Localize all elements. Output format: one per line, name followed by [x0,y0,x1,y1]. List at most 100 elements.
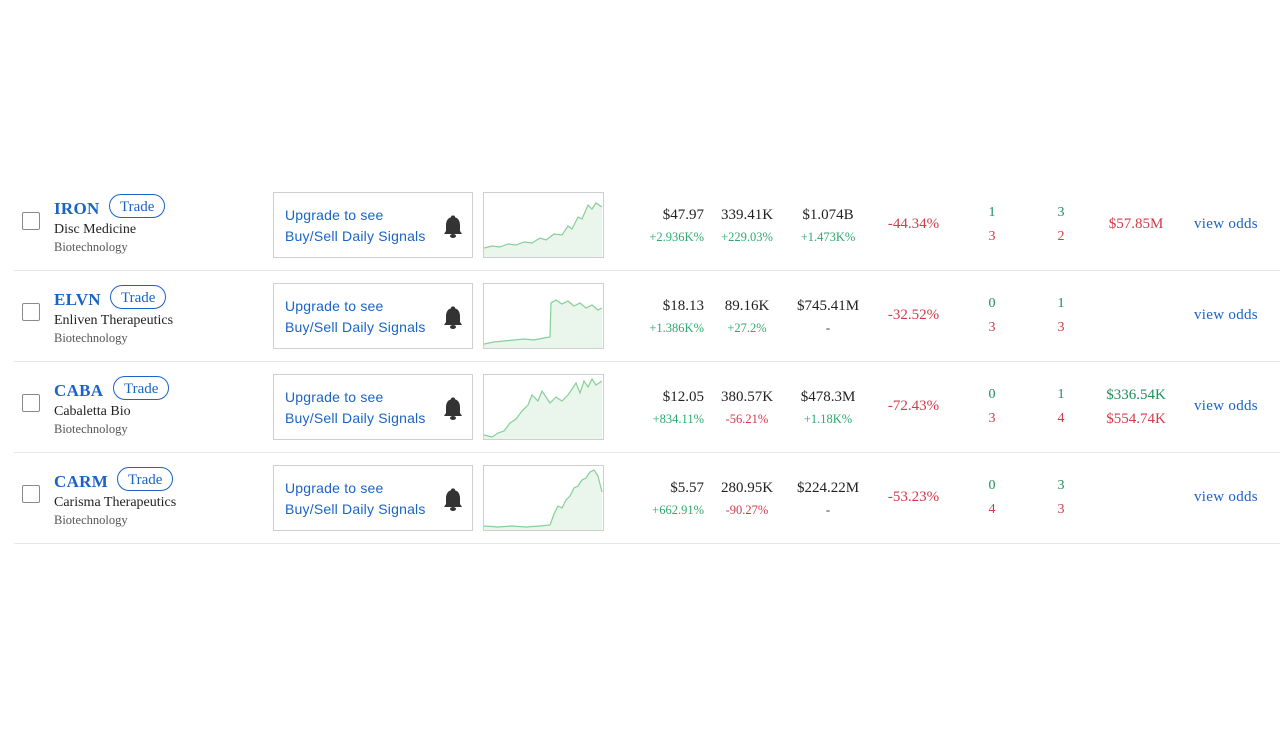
trade-button[interactable]: Trade [117,467,174,491]
price-change: +1.386K% [649,321,704,335]
sparkline-area [484,379,602,439]
sparkline-area [484,203,602,257]
amount-bottom: $554.74K [1106,411,1166,427]
row-checkbox[interactable] [22,485,40,503]
price-value: $5.57 [670,480,704,496]
volume-value: 280.95K [720,480,774,496]
price-change: +662.91% [652,503,704,517]
sector-label: Biotechnology [54,331,128,345]
signals-text: Buy/Sell Daily Signals [285,410,426,426]
count-1-positive: 0 [988,387,996,402]
sector-label: Biotechnology [54,513,128,527]
sparkline-chart [484,299,603,348]
bell-icon[interactable] [442,397,464,421]
amount-single: $57.85M [1108,216,1164,232]
market-cap-change: - [825,321,831,335]
ticker-link[interactable]: IRON [54,199,100,218]
market-cap-value: $224.22M [796,480,860,496]
ticker-link[interactable]: CARM [54,472,109,491]
market-cap-value: $1.074B [802,207,854,223]
company-name: Enliven Therapeutics [54,313,174,328]
count-2-positive: 1 [1057,387,1065,402]
upgrade-signals-box[interactable]: Upgrade to see Buy/Sell Daily Signals [273,374,473,440]
row-checkbox[interactable] [22,212,40,230]
count-1-positive: 0 [988,478,996,493]
volume-change: +229.03% [721,230,773,244]
signals-text: Buy/Sell Daily Signals [285,228,426,244]
row-checkbox[interactable] [22,303,40,321]
count-2-negative: 3 [1057,502,1065,517]
table-row: ELVN Trade Enliven Therapeutics Biotechn… [14,271,1280,362]
trade-button[interactable]: Trade [113,376,170,400]
stock-table: IRON Trade Disc Medicine Biotechnology U… [14,180,1280,544]
sparkline-line [484,377,603,438]
sparkline-chart [484,469,603,530]
market-cap-change: - [825,503,831,517]
market-cap-value: $478.3M [800,389,856,405]
sparkline-line [484,299,603,345]
company-name: Cabaletta Bio [54,404,131,419]
volume-value: 380.57K [720,389,774,405]
upgrade-text: Upgrade to see [285,480,384,496]
count-1-positive: 1 [988,205,996,220]
percent-change: -72.43% [887,398,940,414]
market-cap-change: +1.18K% [803,412,853,426]
sparkline-area [484,300,602,348]
table-row: CARM Trade Carisma Therapeutics Biotechn… [14,453,1280,544]
signals-text: Buy/Sell Daily Signals [285,319,426,335]
volume-change: -56.21% [725,412,769,426]
volume-change: -90.27% [725,503,769,517]
count-1-negative: 3 [988,229,996,244]
bell-icon[interactable] [442,215,464,239]
market-cap-change: +1.473K% [800,230,856,244]
count-2-positive: 3 [1057,478,1065,493]
price-sparkline [483,374,604,440]
volume-value: 89.16K [724,298,770,314]
company-name: Carisma Therapeutics [54,495,177,510]
table-row: CABA Trade Cabaletta Bio Biotechnology U… [14,362,1280,453]
view-odds-link[interactable]: view odds [1194,216,1258,232]
trade-button[interactable]: Trade [110,285,167,309]
count-2-negative: 3 [1057,320,1065,335]
upgrade-signals-box[interactable]: Upgrade to see Buy/Sell Daily Signals [273,465,473,531]
company-name: Disc Medicine [54,222,137,237]
upgrade-signals-box[interactable]: Upgrade to see Buy/Sell Daily Signals [273,283,473,349]
view-odds-link[interactable]: view odds [1194,398,1258,414]
count-2-positive: 1 [1057,296,1065,311]
price-value: $12.05 [662,389,704,405]
price-sparkline [483,465,604,531]
view-odds-link[interactable]: view odds [1194,489,1258,505]
volume-value: 339.41K [720,207,774,223]
count-2-negative: 4 [1057,411,1065,426]
row-checkbox[interactable] [22,394,40,412]
percent-change: -53.23% [887,489,940,505]
price-change: +834.11% [652,412,704,426]
ticker-link[interactable]: CABA [54,381,104,400]
upgrade-text: Upgrade to see [285,389,384,405]
price-sparkline [483,283,604,349]
count-1-negative: 3 [988,320,996,335]
price-sparkline [483,192,604,258]
trade-button[interactable]: Trade [109,194,166,218]
sector-label: Biotechnology [54,422,128,436]
volume-change: +27.2% [727,321,767,335]
amount-top: $336.54K [1106,387,1166,403]
sparkline-line [484,469,603,528]
sparkline-chart [484,377,603,439]
count-1-negative: 4 [988,502,996,517]
price-value: $47.97 [662,207,704,223]
upgrade-text: Upgrade to see [285,298,384,314]
price-change: +2.936K% [649,230,704,244]
count-2-positive: 3 [1057,205,1065,220]
sparkline-chart [484,202,603,257]
bell-icon[interactable] [442,306,464,330]
signals-text: Buy/Sell Daily Signals [285,501,426,517]
percent-change: -44.34% [887,216,940,232]
sector-label: Biotechnology [54,240,128,254]
view-odds-link[interactable]: view odds [1194,307,1258,323]
count-2-negative: 2 [1057,229,1065,244]
ticker-link[interactable]: ELVN [54,290,101,309]
table-row: IRON Trade Disc Medicine Biotechnology U… [14,180,1280,271]
bell-icon[interactable] [442,488,464,512]
upgrade-signals-box[interactable]: Upgrade to see Buy/Sell Daily Signals [273,192,473,258]
